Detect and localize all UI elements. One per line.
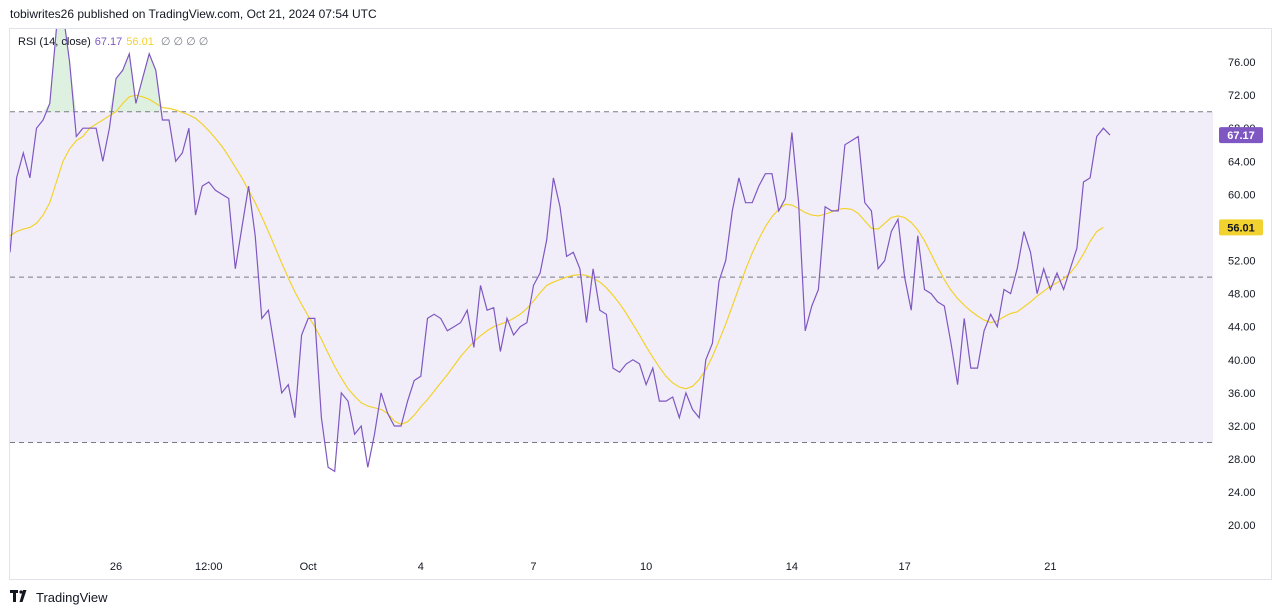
rsi-legend-value: 67.17 — [94, 35, 123, 48]
y-tick-label: 48.00 — [1228, 289, 1256, 301]
footer-brand-label: TradingView — [36, 589, 108, 605]
y-tick-label: 24.00 — [1228, 487, 1256, 499]
y-tick-label: 64.00 — [1228, 156, 1256, 168]
x-tick-label: 7 — [530, 561, 536, 573]
indicator-name: RSI (14, close) — [18, 35, 91, 48]
y-tick-label: 52.00 — [1228, 256, 1256, 268]
legend-extra-values: ∅ ∅ ∅ ∅ — [160, 36, 209, 48]
overbought-fill — [43, 29, 77, 112]
tradingview-logo-icon — [10, 589, 30, 605]
x-tick-label: Oct — [300, 561, 317, 573]
publication-header: tobiwrites26 published on TradingView.co… — [10, 7, 377, 21]
footer-brand[interactable]: TradingView — [10, 589, 108, 605]
svg-text:56.01: 56.01 — [1227, 222, 1255, 234]
y-tick-label: 20.00 — [1228, 520, 1256, 532]
x-tick-label: 12:00 — [195, 561, 223, 573]
y-tick-label: 60.00 — [1228, 189, 1256, 201]
rsi-ma-line — [10, 94, 1104, 425]
ma-legend-value: 56.01 — [126, 35, 154, 48]
y-tick-label: 44.00 — [1228, 322, 1256, 334]
chart-frame — [9, 28, 1272, 580]
y-tick-label: 72.00 — [1228, 90, 1256, 102]
y-tick-label: 32.00 — [1228, 421, 1256, 433]
x-tick-label: 10 — [640, 561, 652, 573]
x-tick-label: 17 — [898, 561, 910, 573]
rsi-last-value-badge: 67.17 — [1219, 127, 1263, 144]
y-tick-label: 28.00 — [1228, 454, 1256, 466]
x-tick-label: 21 — [1044, 561, 1056, 573]
overbought-fill — [109, 53, 163, 112]
y-tick-label: 76.00 — [1228, 57, 1256, 69]
ma-last-value-badge: 56.01 — [1219, 219, 1263, 236]
y-tick-label: 40.00 — [1228, 355, 1256, 367]
x-tick-label: 14 — [786, 561, 798, 573]
svg-text:67.17: 67.17 — [1227, 130, 1255, 142]
x-tick-label: 26 — [110, 561, 122, 573]
indicator-legend[interactable]: RSI (14, close) 67.17 56.01 ∅ ∅ ∅ ∅ — [18, 35, 209, 49]
x-tick-label: 4 — [418, 561, 424, 573]
rsi-line — [10, 29, 1111, 473]
y-tick-label: 36.00 — [1228, 388, 1256, 400]
